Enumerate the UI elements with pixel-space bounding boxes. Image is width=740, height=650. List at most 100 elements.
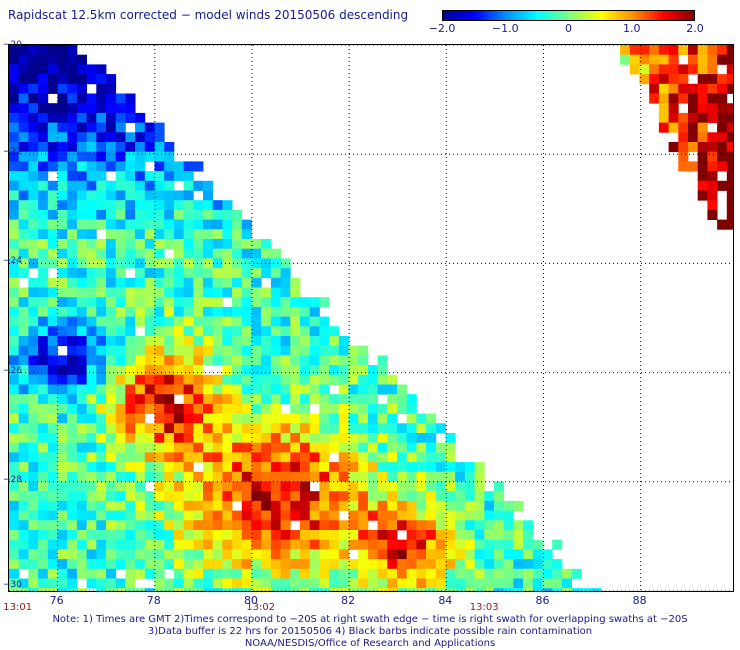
- wind-cell: [290, 326, 301, 337]
- wind-cell: [57, 103, 68, 114]
- wind-cell: [251, 442, 262, 453]
- wind-cell: [115, 491, 126, 502]
- wind-cell: [173, 345, 184, 356]
- wind-cell: [135, 151, 146, 162]
- colorbar-segment: [518, 11, 524, 20]
- wind-cell: [57, 112, 68, 123]
- wind-cell: [144, 151, 155, 162]
- wind-cell: [261, 588, 272, 591]
- wind-cell: [183, 452, 194, 463]
- wind-cell: [193, 229, 204, 240]
- wind-cell: [193, 161, 204, 172]
- wind-cell: [173, 588, 184, 591]
- wind-cell: [222, 568, 233, 579]
- wind-cell: [329, 345, 340, 356]
- wind-cell: [290, 316, 301, 327]
- wind-cell: [300, 549, 311, 560]
- wind-cell: [280, 471, 291, 482]
- colorbar-gradient: [443, 11, 694, 20]
- wind-cell: [18, 559, 29, 570]
- wind-cell: [397, 588, 408, 591]
- wind-cell: [28, 384, 39, 395]
- wind-cell: [280, 365, 291, 376]
- wind-cell: [290, 374, 301, 385]
- wind-cell: [38, 559, 49, 570]
- wind-cell: [649, 83, 660, 94]
- wind-cell: [222, 316, 233, 327]
- wind-cell: [232, 549, 243, 560]
- wind-cell: [47, 588, 58, 591]
- wind-cell: [106, 365, 117, 376]
- wind-cell: [57, 258, 68, 269]
- wind-cell: [28, 500, 39, 511]
- wind-cell: [135, 413, 146, 424]
- wind-cell: [96, 413, 107, 424]
- wind-cell: [300, 326, 311, 337]
- wind-cell: [57, 539, 68, 550]
- wind-cell: [416, 491, 427, 502]
- wind-cell: [193, 365, 204, 376]
- wind-cell: [261, 336, 272, 347]
- wind-cell: [319, 452, 330, 463]
- wind-cell: [338, 355, 349, 366]
- wind-cell: [96, 200, 107, 211]
- wind-cell: [639, 45, 650, 56]
- wind-cell: [144, 433, 155, 444]
- wind-cell: [358, 394, 369, 405]
- wind-cell: [183, 248, 194, 259]
- wind-cell: [106, 180, 117, 191]
- wind-cell: [96, 83, 107, 94]
- wind-cell: [251, 326, 262, 337]
- wind-cell: [18, 326, 29, 337]
- wind-cell: [135, 209, 146, 220]
- wind-cell: [115, 384, 126, 395]
- wind-cell: [280, 326, 291, 337]
- wind-cell: [47, 258, 58, 269]
- wind-cell: [164, 277, 175, 288]
- wind-cell: [47, 122, 58, 133]
- wind-cell: [523, 578, 534, 589]
- wind-cell: [144, 423, 155, 434]
- wind-cell: [164, 520, 175, 531]
- wind-cell: [300, 539, 311, 550]
- wind-cell: [144, 297, 155, 308]
- wind-cell: [377, 491, 388, 502]
- wind-cell: [115, 287, 126, 298]
- wind-cell: [86, 462, 97, 473]
- wind-cell: [86, 209, 97, 220]
- wind-cell: [212, 306, 223, 317]
- wind-cell: [135, 510, 146, 521]
- wind-cell: [280, 355, 291, 366]
- wind-cell: [183, 171, 194, 182]
- wind-cell: [9, 442, 20, 453]
- wind-cell: [86, 64, 97, 75]
- wind-cell: [435, 491, 446, 502]
- wind-cell: [620, 54, 631, 65]
- wind-cell: [9, 103, 20, 114]
- wind-cell: [96, 462, 107, 473]
- wind-cell: [300, 384, 311, 395]
- wind-cell: [261, 374, 272, 385]
- wind-cell: [125, 336, 136, 347]
- wind-cell: [76, 151, 87, 162]
- wind-cell: [697, 132, 708, 143]
- wind-cell: [38, 268, 49, 279]
- wind-cell: [212, 229, 223, 240]
- wind-cell: [280, 491, 291, 502]
- wind-cell: [406, 413, 417, 424]
- wind-cell: [144, 316, 155, 327]
- wind-cell: [232, 588, 243, 591]
- wind-cell: [57, 219, 68, 230]
- wind-cell: [86, 277, 97, 288]
- wind-cell: [173, 500, 184, 511]
- wind-cell: [222, 471, 233, 482]
- colorbar-segment: [552, 11, 558, 20]
- wind-cell: [397, 539, 408, 550]
- wind-cell: [144, 132, 155, 143]
- wind-cell: [726, 122, 733, 133]
- wind-cell: [18, 54, 29, 65]
- wind-cell: [76, 471, 87, 482]
- wind-cell: [28, 287, 39, 298]
- wind-cell: [183, 345, 194, 356]
- wind-cell: [115, 481, 126, 492]
